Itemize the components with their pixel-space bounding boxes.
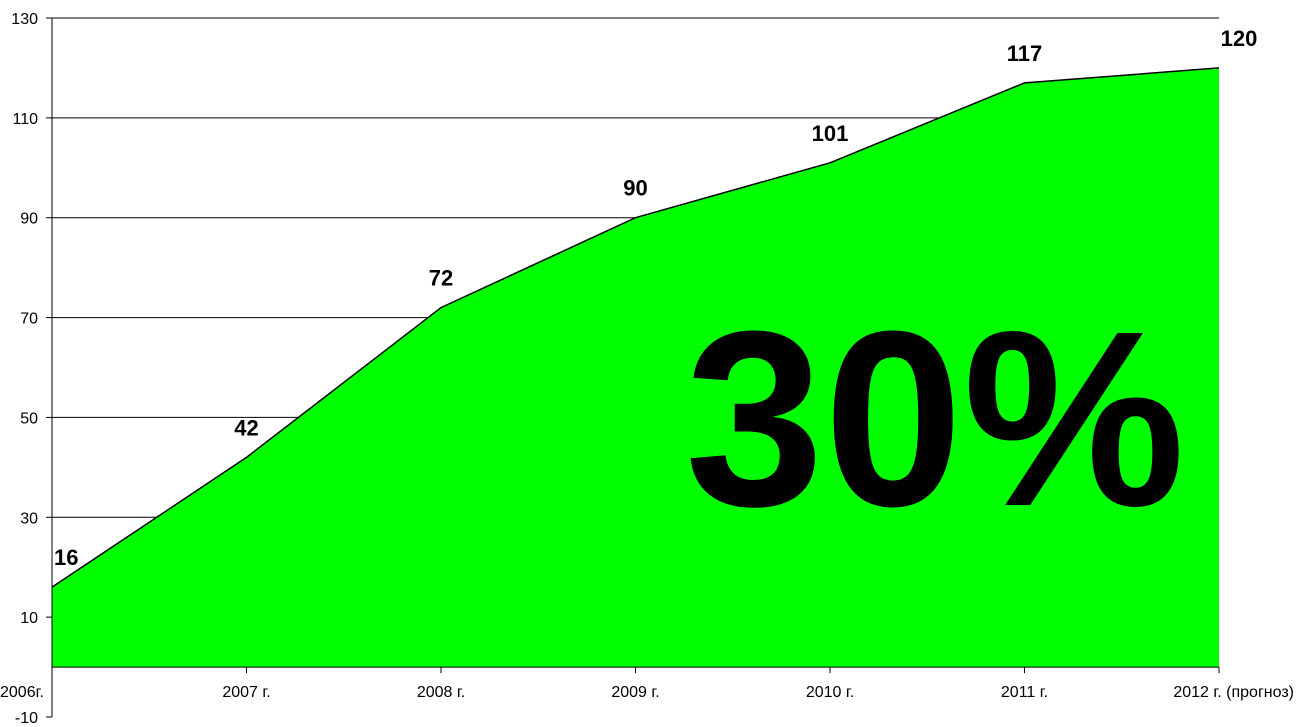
y-tick-label: 30 — [20, 510, 38, 527]
x-tick-label: 2010 г. — [806, 684, 854, 701]
series-line — [51, 67, 1220, 588]
data-label: 90 — [623, 176, 647, 201]
y-tick-label: 70 — [20, 311, 38, 328]
data-label: 16 — [54, 545, 78, 570]
data-label: 72 — [429, 266, 453, 291]
data-label: 117 — [1007, 41, 1043, 66]
y-tick-label: 130 — [11, 11, 38, 28]
x-tick-label: 2008 г. — [417, 684, 465, 701]
x-tick-label: 2006г. — [0, 684, 44, 701]
y-tick-labels: -10 10 30 50 70 90 110 130 — [11, 11, 52, 727]
x-tick-label: 2011 г. — [1001, 684, 1048, 701]
area-fill — [52, 67, 1219, 668]
y-tick-label: 10 — [20, 610, 38, 627]
x-tick-label: 2007 г. — [222, 684, 270, 701]
x-tick-labels: 2006г. 2007 г. 2008 г. 2009 г. 2010 г. 2011 г… — [0, 667, 1294, 701]
y-tick-label: -10 — [15, 710, 38, 727]
data-label: 101 — [812, 121, 849, 146]
x-tick-label: 2012 г. (прогноз) — [1173, 684, 1294, 701]
y-tick-label: 50 — [20, 410, 38, 427]
data-labels: 16 42 72 90 101 117 120 — [54, 26, 1257, 570]
annotation-percent: 30% — [685, 279, 1185, 558]
y-tick-label: 90 — [20, 211, 38, 228]
data-label: 42 — [234, 415, 258, 440]
x-tick-label: 2009 г. — [611, 684, 659, 701]
data-label: 120 — [1221, 26, 1258, 51]
y-tick-label: 110 — [12, 111, 38, 128]
